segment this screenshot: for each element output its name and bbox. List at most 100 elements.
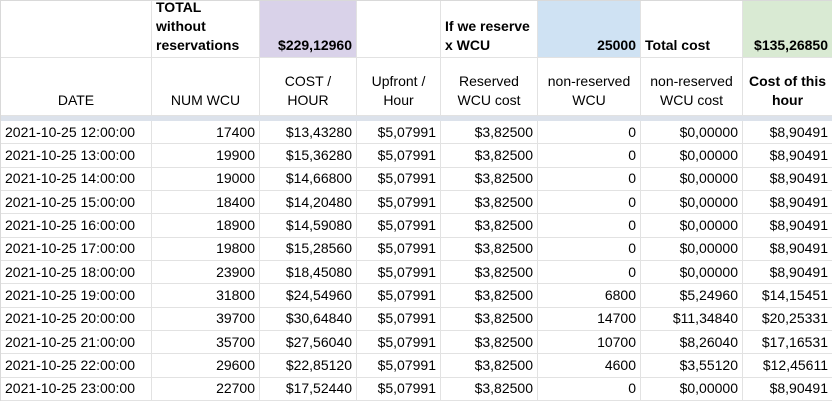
table-cell[interactable]: 10700 bbox=[538, 330, 641, 355]
table-cell[interactable]: 0 bbox=[538, 144, 641, 168]
table-cell[interactable]: $5,07991 bbox=[357, 121, 441, 145]
total-without-reservations-value[interactable]: $229,12960 bbox=[260, 1, 357, 58]
table-cell[interactable]: $0,00000 bbox=[641, 121, 743, 145]
reserved-wcu-amount-value[interactable]: 25000 bbox=[538, 1, 641, 58]
column-header-num-wcu[interactable]: NUM WCU bbox=[152, 58, 260, 116]
table-cell[interactable]: $5,24960 bbox=[641, 284, 743, 308]
total-without-reservations-label[interactable]: TOTAL without reservations bbox=[152, 1, 260, 58]
table-cell[interactable]: $8,26040 bbox=[641, 330, 743, 355]
table-cell[interactable]: $3,55120 bbox=[641, 354, 743, 378]
table-cell[interactable]: 4600 bbox=[538, 354, 641, 378]
table-cell[interactable]: $5,07991 bbox=[357, 377, 441, 401]
table-cell[interactable]: 2021-10-25 23:00:00 bbox=[1, 377, 152, 401]
table-cell[interactable]: $0,00000 bbox=[641, 167, 743, 191]
table-cell[interactable]: $3,82500 bbox=[441, 377, 538, 401]
table-cell[interactable]: $0,00000 bbox=[641, 144, 743, 168]
table-cell[interactable]: 0 bbox=[538, 260, 641, 285]
table-cell[interactable]: 2021-10-25 13:00:00 bbox=[1, 144, 152, 168]
table-cell[interactable]: $14,66800 bbox=[260, 167, 357, 191]
corner-blank-cell[interactable] bbox=[1, 1, 152, 58]
table-cell[interactable]: $5,07991 bbox=[357, 237, 441, 261]
table-cell[interactable]: $5,07991 bbox=[357, 167, 441, 191]
table-cell[interactable]: 35700 bbox=[152, 330, 260, 355]
table-cell[interactable]: $22,85120 bbox=[260, 354, 357, 378]
table-cell[interactable]: 2021-10-25 19:00:00 bbox=[1, 284, 152, 308]
table-cell[interactable]: $3,82500 bbox=[441, 144, 538, 168]
table-cell[interactable]: $13,43280 bbox=[260, 121, 357, 145]
table-cell[interactable]: $15,36280 bbox=[260, 144, 357, 168]
table-cell[interactable]: $3,82500 bbox=[441, 121, 538, 145]
table-cell[interactable]: 2021-10-25 15:00:00 bbox=[1, 190, 152, 215]
table-cell[interactable]: $0,00000 bbox=[641, 377, 743, 401]
table-cell[interactable]: 31800 bbox=[152, 284, 260, 308]
table-cell[interactable]: $5,07991 bbox=[357, 144, 441, 168]
table-cell[interactable]: 22700 bbox=[152, 377, 260, 401]
table-cell[interactable]: $3,82500 bbox=[441, 330, 538, 355]
table-cell[interactable]: $5,07991 bbox=[357, 307, 441, 331]
column-header-non-reserved-wcu[interactable]: non-reserved WCU bbox=[538, 58, 641, 116]
table-cell[interactable]: $0,00000 bbox=[641, 190, 743, 215]
table-cell[interactable]: 6800 bbox=[538, 284, 641, 308]
table-cell[interactable]: $8,90491 bbox=[743, 168, 832, 191]
table-cell[interactable]: $3,82500 bbox=[441, 354, 538, 378]
table-cell[interactable]: $5,07991 bbox=[357, 354, 441, 378]
blank-cell[interactable] bbox=[357, 1, 441, 58]
column-header-cost-per-hour[interactable]: COST / HOUR bbox=[260, 58, 357, 116]
table-cell[interactable]: $3,82500 bbox=[441, 214, 538, 238]
table-cell[interactable]: $8,90491 bbox=[743, 191, 832, 215]
table-cell[interactable]: 14700 bbox=[538, 307, 641, 331]
table-cell[interactable]: 18900 bbox=[152, 214, 260, 238]
table-cell[interactable]: $3,82500 bbox=[441, 284, 538, 308]
table-cell[interactable]: $5,07991 bbox=[357, 214, 441, 238]
total-cost-label[interactable]: Total cost bbox=[641, 1, 743, 58]
table-cell[interactable]: $15,28560 bbox=[260, 237, 357, 261]
table-cell[interactable]: $27,56040 bbox=[260, 330, 357, 355]
table-cell[interactable]: 2021-10-25 18:00:00 bbox=[1, 260, 152, 285]
table-cell[interactable]: 0 bbox=[538, 121, 641, 145]
table-cell[interactable]: 2021-10-25 17:00:00 bbox=[1, 237, 152, 261]
table-cell[interactable]: 23900 bbox=[152, 260, 260, 285]
table-cell[interactable]: $12,45611 bbox=[743, 354, 832, 378]
table-cell[interactable]: 2021-10-25 14:00:00 bbox=[1, 167, 152, 191]
table-cell[interactable]: $11,34840 bbox=[641, 307, 743, 331]
table-cell[interactable]: $5,07991 bbox=[357, 284, 441, 308]
table-cell[interactable]: $3,82500 bbox=[441, 307, 538, 331]
table-cell[interactable]: $24,54960 bbox=[260, 284, 357, 308]
table-cell[interactable]: 0 bbox=[538, 167, 641, 191]
table-cell[interactable]: $20,25331 bbox=[743, 308, 832, 331]
table-cell[interactable]: $3,82500 bbox=[441, 167, 538, 191]
table-cell[interactable]: $17,16531 bbox=[743, 331, 832, 355]
table-cell[interactable]: $8,90491 bbox=[743, 144, 832, 168]
table-cell[interactable]: 2021-10-25 12:00:00 bbox=[1, 121, 152, 145]
table-cell[interactable]: $0,00000 bbox=[641, 260, 743, 285]
table-cell[interactable]: 29600 bbox=[152, 354, 260, 378]
table-cell[interactable]: 0 bbox=[538, 237, 641, 261]
table-cell[interactable]: $8,90491 bbox=[743, 238, 832, 261]
table-cell[interactable]: 2021-10-25 21:00:00 bbox=[1, 330, 152, 355]
table-cell[interactable]: 0 bbox=[538, 190, 641, 215]
table-cell[interactable]: $8,90491 bbox=[743, 378, 832, 401]
column-header-date[interactable]: DATE bbox=[1, 58, 152, 116]
table-cell[interactable]: $8,90491 bbox=[743, 261, 832, 285]
table-cell[interactable]: 2021-10-25 20:00:00 bbox=[1, 307, 152, 331]
table-cell[interactable]: $8,90491 bbox=[743, 214, 832, 238]
table-cell[interactable]: $8,90491 bbox=[743, 121, 832, 145]
table-cell[interactable]: 17400 bbox=[152, 121, 260, 145]
table-cell[interactable]: $14,20480 bbox=[260, 190, 357, 215]
table-cell[interactable]: 39700 bbox=[152, 307, 260, 331]
table-cell[interactable]: $3,82500 bbox=[441, 260, 538, 285]
table-cell[interactable]: $5,07991 bbox=[357, 330, 441, 355]
table-cell[interactable]: 18400 bbox=[152, 190, 260, 215]
table-cell[interactable]: $14,15451 bbox=[743, 284, 832, 308]
table-cell[interactable]: $17,52440 bbox=[260, 377, 357, 401]
table-cell[interactable]: 2021-10-25 16:00:00 bbox=[1, 214, 152, 238]
table-cell[interactable]: 0 bbox=[538, 214, 641, 238]
column-header-cost-of-this-hour[interactable]: Cost of this hour bbox=[743, 58, 832, 116]
table-cell[interactable]: $14,59080 bbox=[260, 214, 357, 238]
column-header-upfront-per-hour[interactable]: Upfront / Hour bbox=[357, 58, 441, 116]
table-cell[interactable]: $5,07991 bbox=[357, 190, 441, 215]
table-cell[interactable]: $0,00000 bbox=[641, 237, 743, 261]
table-cell[interactable]: $5,07991 bbox=[357, 260, 441, 285]
table-cell[interactable]: $3,82500 bbox=[441, 237, 538, 261]
table-cell[interactable]: 19800 bbox=[152, 237, 260, 261]
